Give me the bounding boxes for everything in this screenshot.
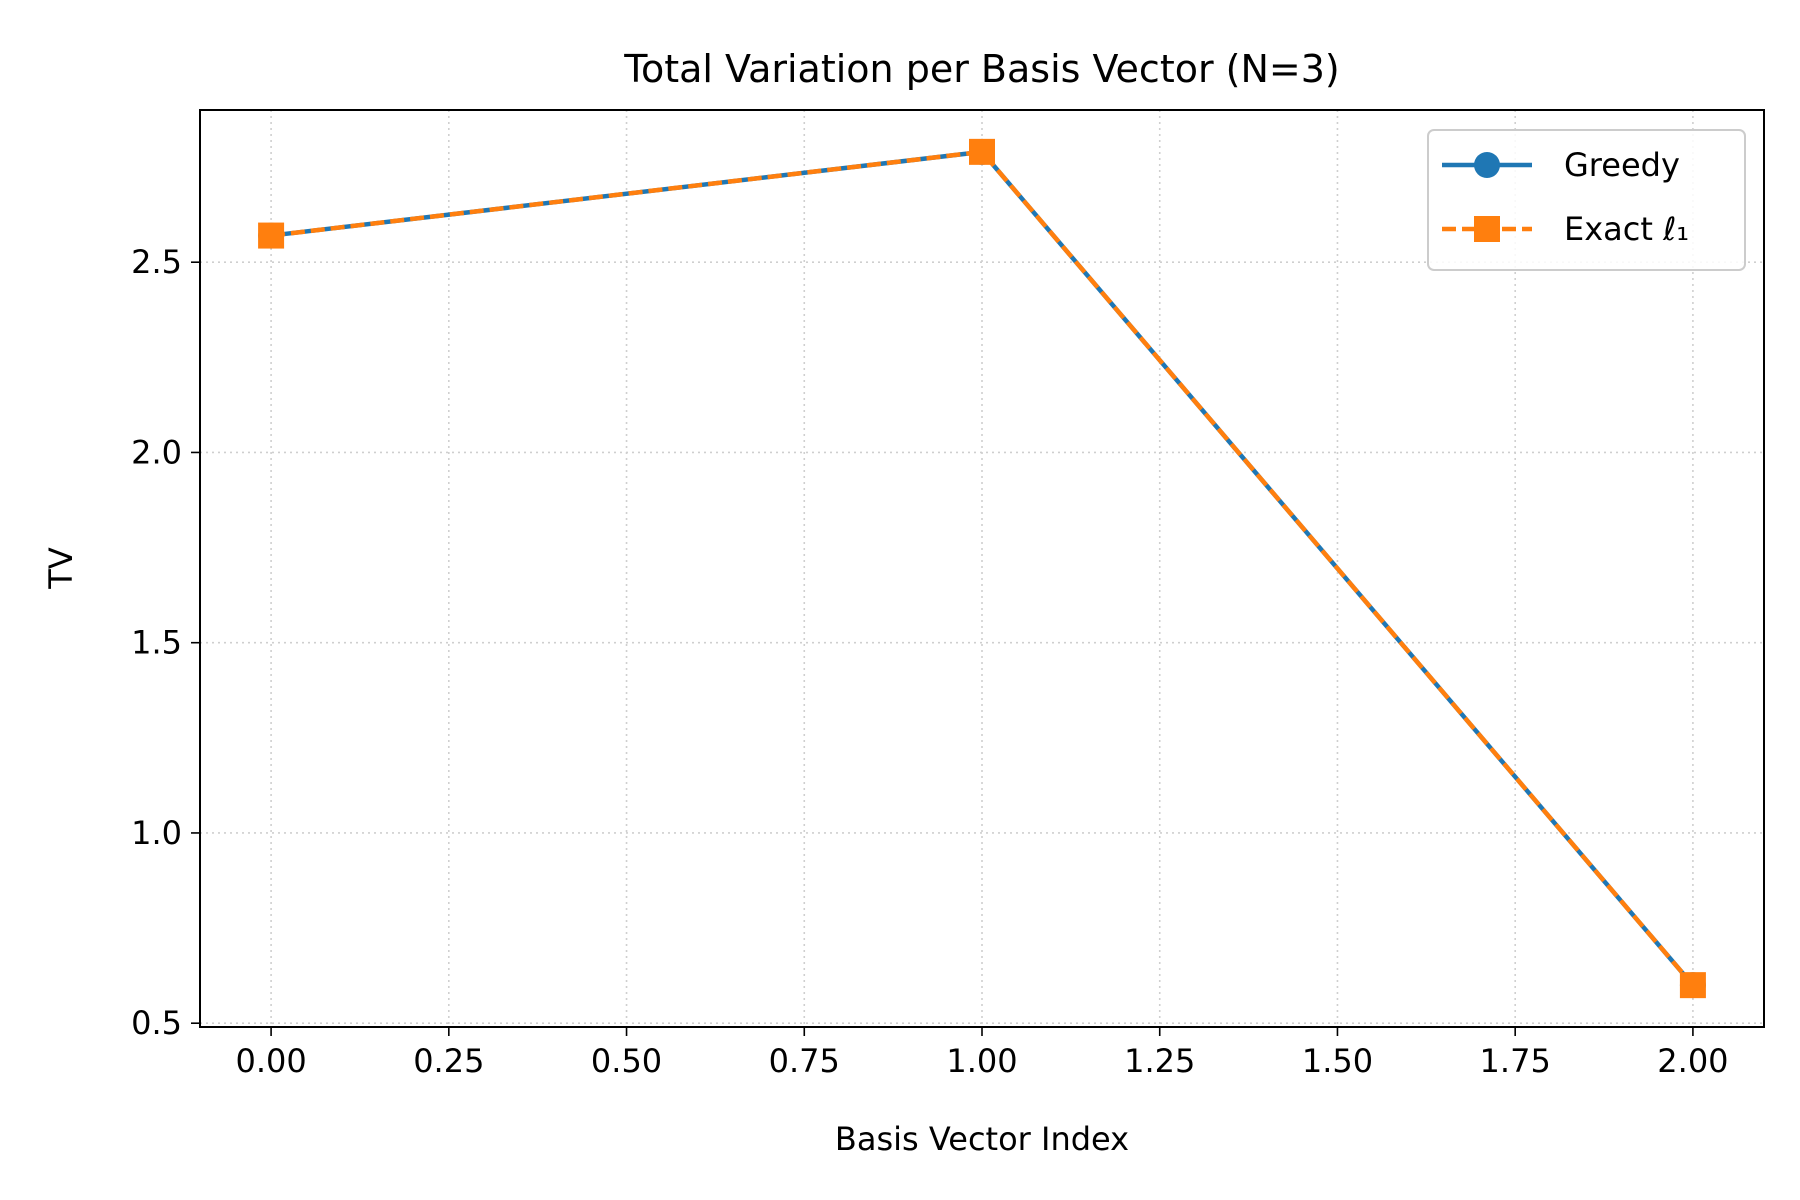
series-group — [258, 138, 1706, 999]
y-tick-label: 2.5 — [131, 243, 182, 281]
x-tick-label: 0.75 — [769, 1042, 840, 1080]
x-tick-label: 0.50 — [591, 1042, 662, 1080]
legend-label-2: Exact ℓ₁ — [1564, 210, 1689, 248]
x-tick-label: 1.75 — [1480, 1042, 1551, 1080]
y-tick-label: 1.0 — [131, 814, 182, 852]
data-point-series-2 — [969, 138, 995, 165]
y-axis-label: TV — [42, 547, 80, 590]
legend-label-1: Greedy — [1564, 146, 1680, 184]
x-tick-label: 1.00 — [946, 1042, 1017, 1080]
chart-title: Total Variation per Basis Vector (N=3) — [623, 47, 1340, 91]
legend-marker-2 — [1474, 216, 1500, 242]
series-line-2 — [270, 149, 1695, 987]
x-axis-label: Basis Vector Index — [835, 1120, 1129, 1158]
legend-marker-1 — [1474, 152, 1500, 178]
x-tick-label: 1.50 — [1302, 1042, 1373, 1080]
axis-ticks: 0.00 0.25 0.50 0.75 1.00 1.25 1.50 1.75 2.00 0.5 1… — [131, 243, 1728, 1080]
x-tick-label: 2.00 — [1657, 1042, 1728, 1080]
y-tick-label: 0.5 — [131, 1004, 182, 1042]
x-tick-label: 0.25 — [413, 1042, 484, 1080]
x-tick-label: 0.00 — [235, 1042, 306, 1080]
y-tick-label: 1.5 — [131, 624, 182, 662]
y-tick-label: 2.0 — [131, 433, 182, 471]
x-tick-label: 1.25 — [1124, 1042, 1195, 1080]
data-point-series-2 — [258, 222, 285, 249]
data-point-series-2 — [1679, 972, 1706, 999]
legend: Greedy Exact ℓ₁ — [1427, 129, 1746, 271]
